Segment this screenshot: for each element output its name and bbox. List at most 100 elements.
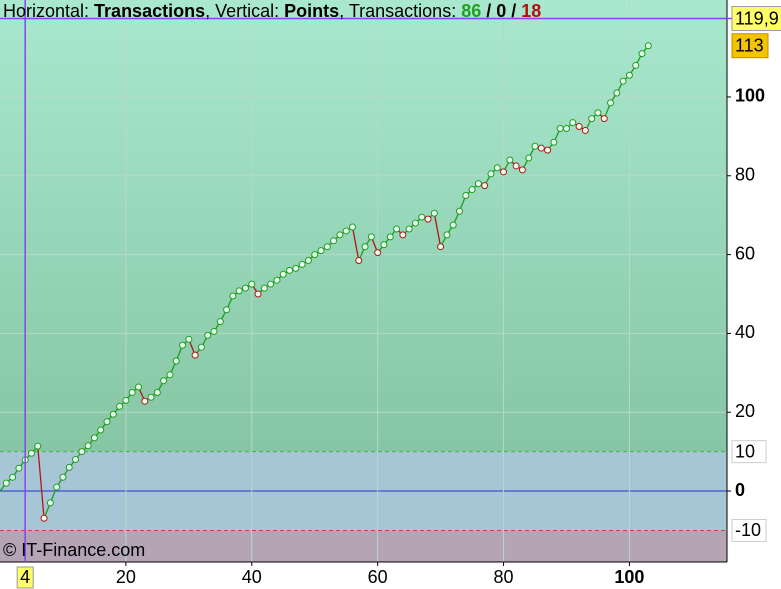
last-value-box bbox=[731, 33, 769, 59]
point bbox=[600, 115, 608, 123]
point bbox=[116, 402, 124, 410]
point bbox=[437, 243, 445, 251]
point bbox=[210, 327, 218, 335]
point bbox=[500, 168, 508, 176]
point bbox=[594, 109, 602, 117]
point bbox=[512, 162, 520, 170]
point bbox=[286, 266, 294, 274]
point bbox=[235, 287, 243, 295]
point bbox=[273, 276, 281, 284]
y-tick-label: 0 bbox=[735, 480, 745, 500]
point bbox=[153, 389, 161, 397]
title-part: Transactions bbox=[94, 1, 205, 21]
point bbox=[393, 225, 401, 233]
point bbox=[147, 393, 155, 401]
point bbox=[292, 264, 300, 272]
point bbox=[204, 331, 212, 339]
point bbox=[455, 207, 463, 215]
title-part: , Transactions: bbox=[339, 1, 456, 21]
segment bbox=[351, 226, 360, 261]
point bbox=[399, 231, 407, 239]
point bbox=[27, 449, 35, 457]
point bbox=[141, 397, 149, 405]
title-part: 86 bbox=[461, 1, 481, 21]
y-tick-label: 40 bbox=[735, 322, 755, 342]
point bbox=[90, 434, 98, 442]
y-tick-label: 80 bbox=[735, 165, 755, 185]
point bbox=[430, 209, 438, 217]
y-tick-label: 60 bbox=[735, 243, 755, 263]
point bbox=[367, 233, 375, 241]
point bbox=[537, 144, 545, 152]
point bbox=[380, 241, 388, 249]
point bbox=[525, 154, 533, 162]
crosshair-y-label: 119,9 bbox=[735, 8, 779, 28]
point bbox=[166, 371, 174, 379]
y-tick-label: 20 bbox=[735, 401, 755, 421]
point bbox=[122, 396, 130, 404]
point bbox=[588, 115, 596, 123]
watermark: © IT-Finance.com bbox=[3, 540, 145, 560]
point bbox=[317, 247, 325, 255]
point bbox=[311, 251, 319, 259]
last-value-label: 113 bbox=[735, 35, 764, 55]
crosshair-x-label: 4 bbox=[20, 567, 30, 587]
point bbox=[84, 442, 92, 450]
point bbox=[632, 61, 640, 69]
x-tick-label: 60 bbox=[368, 567, 388, 587]
point bbox=[267, 280, 275, 288]
point bbox=[128, 389, 136, 397]
point bbox=[386, 233, 394, 241]
title-part: / bbox=[486, 1, 491, 21]
segment bbox=[433, 213, 442, 247]
point bbox=[619, 77, 627, 85]
point bbox=[506, 156, 514, 164]
crosshair-y-box bbox=[731, 6, 781, 32]
title-part: 18 bbox=[521, 1, 541, 21]
point bbox=[298, 260, 306, 268]
point bbox=[34, 442, 42, 450]
level-label: 10 bbox=[735, 441, 755, 461]
point bbox=[2, 479, 10, 487]
x-tick-label: 80 bbox=[494, 567, 514, 587]
point bbox=[254, 290, 262, 298]
point bbox=[361, 243, 369, 251]
point bbox=[418, 213, 426, 221]
point bbox=[336, 231, 344, 239]
point bbox=[569, 119, 577, 127]
point bbox=[424, 215, 432, 223]
point bbox=[109, 410, 117, 418]
point bbox=[462, 191, 470, 199]
point bbox=[197, 343, 205, 351]
point bbox=[304, 257, 312, 265]
point bbox=[625, 71, 633, 79]
point bbox=[72, 456, 80, 464]
point bbox=[443, 231, 451, 239]
point bbox=[581, 126, 589, 134]
y-tick-label: 100 bbox=[735, 86, 765, 106]
point bbox=[172, 357, 180, 365]
point bbox=[260, 284, 268, 292]
point bbox=[556, 124, 564, 132]
point bbox=[191, 351, 199, 359]
point bbox=[279, 270, 287, 278]
point bbox=[185, 335, 193, 343]
point bbox=[97, 426, 105, 434]
point bbox=[78, 448, 86, 456]
zone-upper bbox=[0, 0, 727, 452]
point bbox=[405, 225, 413, 233]
point bbox=[518, 166, 526, 174]
chart-title: Horizontal: Transactions, Vertical: Points… bbox=[3, 1, 541, 21]
zone-lower bbox=[0, 530, 727, 562]
title-part: 0 bbox=[496, 1, 506, 21]
point bbox=[223, 306, 231, 314]
point bbox=[248, 280, 256, 288]
point bbox=[59, 473, 67, 481]
point bbox=[103, 418, 111, 426]
point bbox=[487, 170, 495, 178]
point bbox=[374, 249, 382, 257]
point bbox=[330, 237, 338, 245]
level-label: -10 bbox=[735, 520, 761, 540]
title-part: , Vertical: bbox=[205, 1, 279, 21]
